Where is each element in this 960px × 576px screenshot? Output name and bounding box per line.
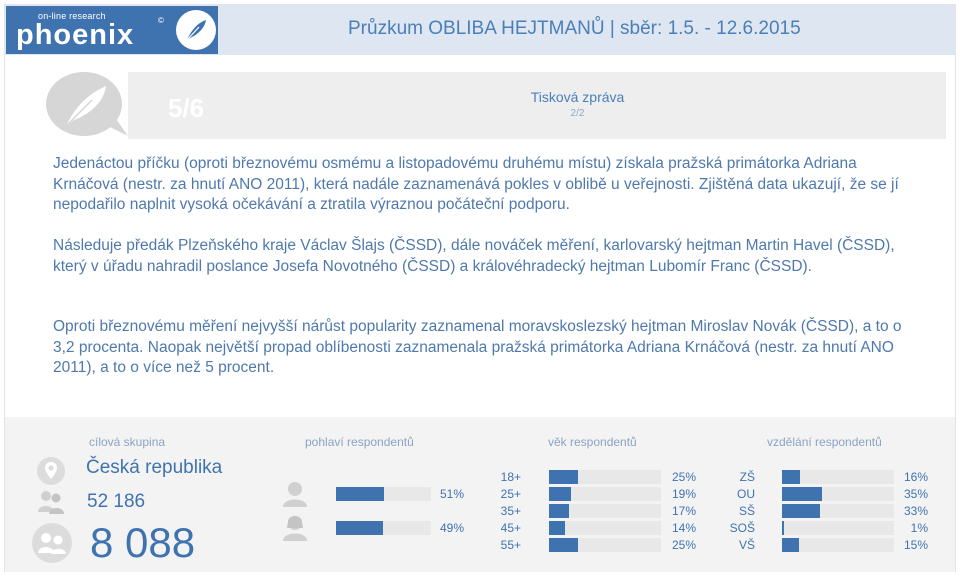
paragraph-2: Následuje předák Plzeňského kraje Václav… xyxy=(53,237,895,275)
bar-value-label: 19% xyxy=(671,487,696,501)
bar xyxy=(336,521,383,535)
bar-category-label: 25+ xyxy=(500,487,521,501)
bar-track xyxy=(782,487,894,501)
bar-value-label: 35% xyxy=(903,487,928,501)
bar-value-label: 15% xyxy=(903,538,928,552)
bar-category-label: OU xyxy=(737,487,755,501)
people-icon xyxy=(36,488,66,521)
bar-category-label: ZŠ xyxy=(739,470,755,484)
bar-value-label: 1% xyxy=(910,521,928,535)
bar-value-label: 17% xyxy=(671,504,696,518)
education-label: vzdělání respondentů xyxy=(767,435,882,449)
bar-track xyxy=(549,538,661,552)
paragraph-1: Jedenáctou příčku (oproti březnovému osm… xyxy=(53,155,899,213)
target-group-label: cílová skupina xyxy=(89,435,166,449)
bar-category-label: SŠ xyxy=(738,504,755,518)
bar xyxy=(782,521,784,535)
bar xyxy=(782,504,820,518)
bar-track xyxy=(782,504,894,518)
logo-copyright: © xyxy=(158,16,164,25)
feather-icon xyxy=(176,10,216,50)
bar-value-label: 16% xyxy=(903,470,928,484)
bar xyxy=(336,487,385,501)
bar xyxy=(782,470,801,484)
bar xyxy=(549,487,571,501)
press-release-page: 2/2 xyxy=(570,108,585,119)
bar-value-label: 14% xyxy=(671,521,696,535)
bar-track xyxy=(782,470,894,484)
bar xyxy=(549,470,578,484)
bar xyxy=(549,538,578,552)
country-name: Česká republika xyxy=(86,457,223,478)
bar-track xyxy=(782,538,894,552)
bar-track xyxy=(782,521,894,535)
bar-value-label: 25% xyxy=(671,470,696,484)
paragraph-3: Oproti březnovému měření nejvyšší nárůst… xyxy=(53,318,902,376)
bar-value-label: 51% xyxy=(439,487,464,501)
bar-track xyxy=(549,487,661,501)
bar-value-label: 25% xyxy=(671,538,696,552)
bar xyxy=(549,521,566,535)
logo-tagline: on-line research xyxy=(38,11,106,21)
bar-value-label: 49% xyxy=(439,521,464,535)
respondent-count: 8 088 xyxy=(90,519,196,566)
logo-name: phoenix xyxy=(16,19,135,51)
bar-category-label: 18+ xyxy=(500,470,521,484)
phoenix-logo: on-line research phoenix © xyxy=(6,6,218,54)
press-band xyxy=(128,72,946,139)
bar-category-label: SOŠ xyxy=(729,521,755,535)
bar-category-label: 35+ xyxy=(500,504,521,518)
bar xyxy=(782,487,823,501)
speech-bubble-icon xyxy=(44,70,130,143)
location-pin-icon xyxy=(36,456,66,491)
sample-total: 52 186 xyxy=(87,491,146,512)
press-release-label: Tisková zpráva xyxy=(530,89,625,105)
gender-label: pohlaví respondentů xyxy=(305,435,414,449)
bar-track xyxy=(549,470,661,484)
age-label: věk respondentů xyxy=(548,435,637,449)
female-icon xyxy=(280,514,310,547)
bar-track xyxy=(336,521,431,535)
bar-category-label: 45+ xyxy=(500,521,521,535)
bar-track xyxy=(549,521,661,535)
bar-category-label: VŠ xyxy=(738,538,755,552)
bar xyxy=(549,504,569,518)
group-circle-icon xyxy=(30,522,74,569)
male-icon xyxy=(280,480,310,513)
page-title: Průzkum OBLIBA HEJTMANŮ | sběr: 1.5. - 1… xyxy=(348,18,801,39)
bar-track xyxy=(336,487,431,501)
bar-category-label: 55+ xyxy=(500,538,521,552)
page-number: 5/6 xyxy=(168,93,205,123)
bar-value-label: 33% xyxy=(903,504,928,518)
bar xyxy=(782,538,800,552)
bar-track xyxy=(549,504,661,518)
